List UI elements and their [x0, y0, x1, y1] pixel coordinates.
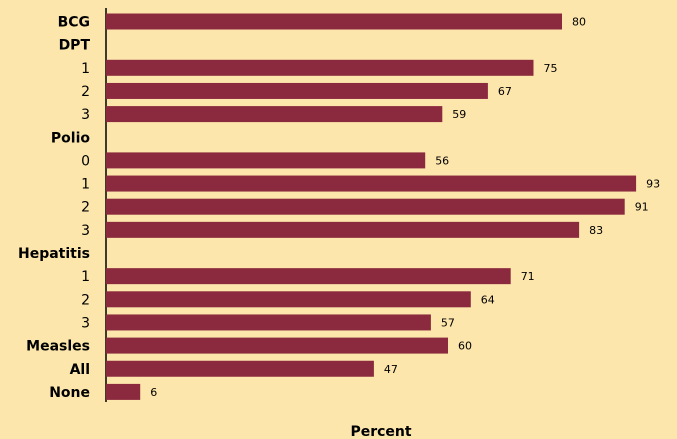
- bar: [106, 383, 141, 400]
- category-label: Polio: [51, 130, 90, 146]
- category-label: 1: [81, 269, 90, 285]
- category-label: BCG: [58, 15, 90, 31]
- data-label: 59: [452, 108, 466, 121]
- bar: [106, 221, 580, 238]
- data-label: 56: [435, 154, 449, 167]
- category-label: 3: [81, 107, 90, 123]
- category-label: All: [70, 362, 90, 378]
- bar: [106, 106, 443, 123]
- x-axis-title: Percent: [350, 424, 411, 439]
- data-label: 60: [458, 340, 472, 353]
- data-label: 47: [384, 363, 398, 376]
- data-label: 91: [635, 201, 649, 214]
- category-label: 2: [81, 292, 90, 308]
- bar: [106, 360, 374, 377]
- data-label: 93: [646, 178, 660, 191]
- data-label: 71: [521, 270, 535, 283]
- bar: [106, 175, 637, 192]
- data-label: 80: [572, 16, 586, 29]
- data-label: 64: [481, 293, 495, 306]
- category-label: 1: [81, 61, 90, 77]
- bar: [106, 152, 426, 169]
- category-label: None: [49, 385, 90, 401]
- category-label: Measles: [26, 339, 90, 355]
- category-label: Hepatitis: [18, 246, 90, 262]
- category-label: 2: [81, 200, 90, 216]
- bar: [106, 314, 431, 331]
- bar: [106, 337, 448, 354]
- data-label: 57: [441, 316, 455, 329]
- bar: [106, 268, 511, 285]
- category-label: 1: [81, 177, 90, 193]
- bar: [106, 82, 488, 99]
- bar: [106, 291, 471, 308]
- data-label: 6: [150, 386, 157, 399]
- category-label: 2: [81, 84, 90, 100]
- data-label: 83: [589, 224, 603, 237]
- bar: [106, 59, 534, 76]
- category-label: 3: [81, 315, 90, 331]
- data-label: 75: [544, 62, 558, 75]
- category-label: DPT: [59, 38, 91, 54]
- bar: [106, 13, 562, 30]
- bar: [106, 198, 625, 215]
- category-label: 0: [81, 153, 90, 169]
- data-label: 67: [498, 85, 512, 98]
- category-label: 3: [81, 223, 90, 239]
